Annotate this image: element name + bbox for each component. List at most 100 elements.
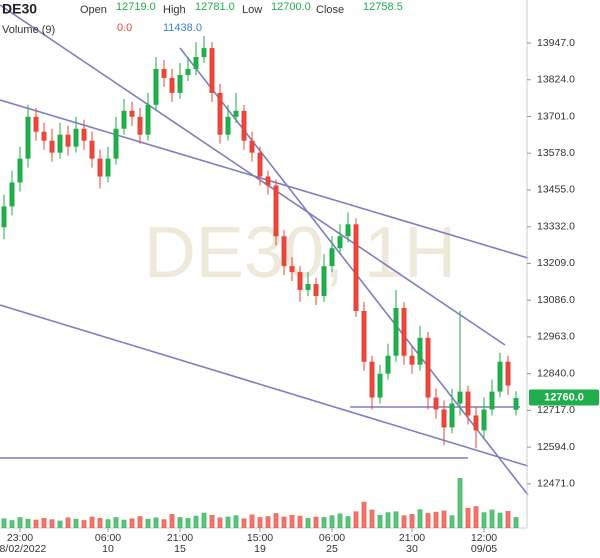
candle-body [225, 116, 231, 135]
y-tick-label: 13824.0 [537, 74, 575, 86]
candle-body [425, 337, 431, 398]
y-tick-label: 13947.0 [537, 37, 575, 49]
candle-body [1, 206, 7, 228]
volume-bar [161, 519, 167, 528]
candle-body [105, 158, 111, 177]
y-tick-label: 12594.0 [537, 441, 575, 453]
candle-body [41, 131, 47, 141]
candle-body [49, 140, 55, 153]
volume-bar [137, 516, 143, 528]
volume-bar [265, 516, 271, 528]
volume-bar [425, 513, 431, 528]
volume-bar [233, 515, 239, 528]
volume-bar [25, 518, 31, 528]
candle-body [65, 134, 71, 147]
volume-label: Volume (9) [2, 24, 55, 36]
candle-body [377, 373, 383, 398]
candle-body [217, 92, 223, 135]
x-tick-label: 12:00 [471, 532, 497, 544]
candle-body [297, 272, 303, 291]
candle-body [233, 110, 239, 117]
ohlc-label: Open [80, 4, 107, 16]
volume-bar [89, 516, 95, 528]
candle-body [33, 116, 39, 132]
volume-bar [105, 519, 111, 528]
ohlc-label: Low [242, 4, 262, 16]
volume-bar [73, 518, 79, 528]
candle-body [321, 266, 327, 296]
volume-bar [257, 517, 263, 528]
volume-bar [185, 517, 191, 528]
volume-bar [249, 514, 255, 528]
candle-body [401, 307, 407, 356]
ohlc-value: 12719.0 [116, 1, 156, 13]
candle-body [505, 361, 511, 386]
volume-bar [129, 518, 135, 528]
volume-bar [481, 512, 487, 528]
y-tick-label: 12840.0 [537, 367, 575, 379]
x-tick-label: 06:00 [95, 532, 121, 544]
volume-min: 0.0 [117, 22, 132, 34]
candle-body [305, 284, 311, 291]
volume-bar [281, 516, 287, 528]
x-tick-date: 09/05 [471, 543, 497, 555]
candle-body [169, 77, 175, 93]
candle-body [129, 110, 135, 117]
candle-body [289, 266, 295, 273]
candle-body [113, 128, 119, 159]
x-tick-date: 08/02/2022 [0, 543, 46, 555]
candle-body [489, 391, 495, 410]
candle-body [345, 224, 351, 237]
volume-bar [41, 517, 47, 528]
candle-body [17, 158, 23, 183]
candle-body [273, 185, 279, 237]
volume-bar [153, 517, 159, 528]
candle-body [441, 409, 447, 428]
candle-body [337, 236, 343, 249]
volume-bar [217, 517, 223, 528]
volume-bar [385, 512, 391, 528]
volume-max: 11438.0 [163, 22, 202, 34]
x-tick-label: 21:00 [399, 532, 425, 544]
volume-bar [49, 519, 55, 528]
volume-bar [193, 515, 199, 528]
symbol: DE30 [2, 1, 37, 17]
volume-bar [393, 511, 399, 528]
candle-body [121, 110, 127, 129]
volume-bar [441, 510, 447, 528]
x-tick-label: 15:00 [247, 532, 273, 544]
volume-bar [505, 510, 511, 528]
candle-body [137, 116, 143, 135]
candle-body [449, 403, 455, 428]
candle-body [9, 182, 15, 207]
ohlc-label: Close [316, 4, 344, 16]
volume-bar [489, 509, 495, 528]
volume-bar [377, 514, 383, 528]
candle-body [513, 397, 519, 410]
candle-body [57, 134, 63, 153]
candle-body [361, 310, 367, 362]
volume-bar [417, 509, 423, 528]
current-price-label: 12760.0 [544, 391, 584, 403]
x-tick-date: 25 [326, 543, 338, 555]
x-tick-date: 19 [254, 543, 266, 555]
volume-bar [273, 513, 279, 528]
candle-body [329, 248, 335, 267]
y-tick-label: 12717.0 [537, 404, 575, 416]
ohlc-value: 12758.5 [363, 1, 403, 13]
volume-bar [305, 517, 311, 528]
y-tick-label: 13455.0 [537, 184, 575, 196]
candle-body [497, 361, 503, 392]
volume-bar [337, 513, 343, 528]
x-tick-date: 15 [174, 543, 186, 555]
volume-bar [65, 517, 71, 528]
candle-body [385, 355, 391, 374]
candle-body [393, 307, 399, 356]
volume-bar [433, 511, 439, 528]
candle-body [201, 48, 207, 58]
candle-body [81, 128, 87, 141]
volume-bar [9, 520, 15, 528]
trend-line [0, 99, 529, 259]
candle-body [249, 140, 255, 153]
